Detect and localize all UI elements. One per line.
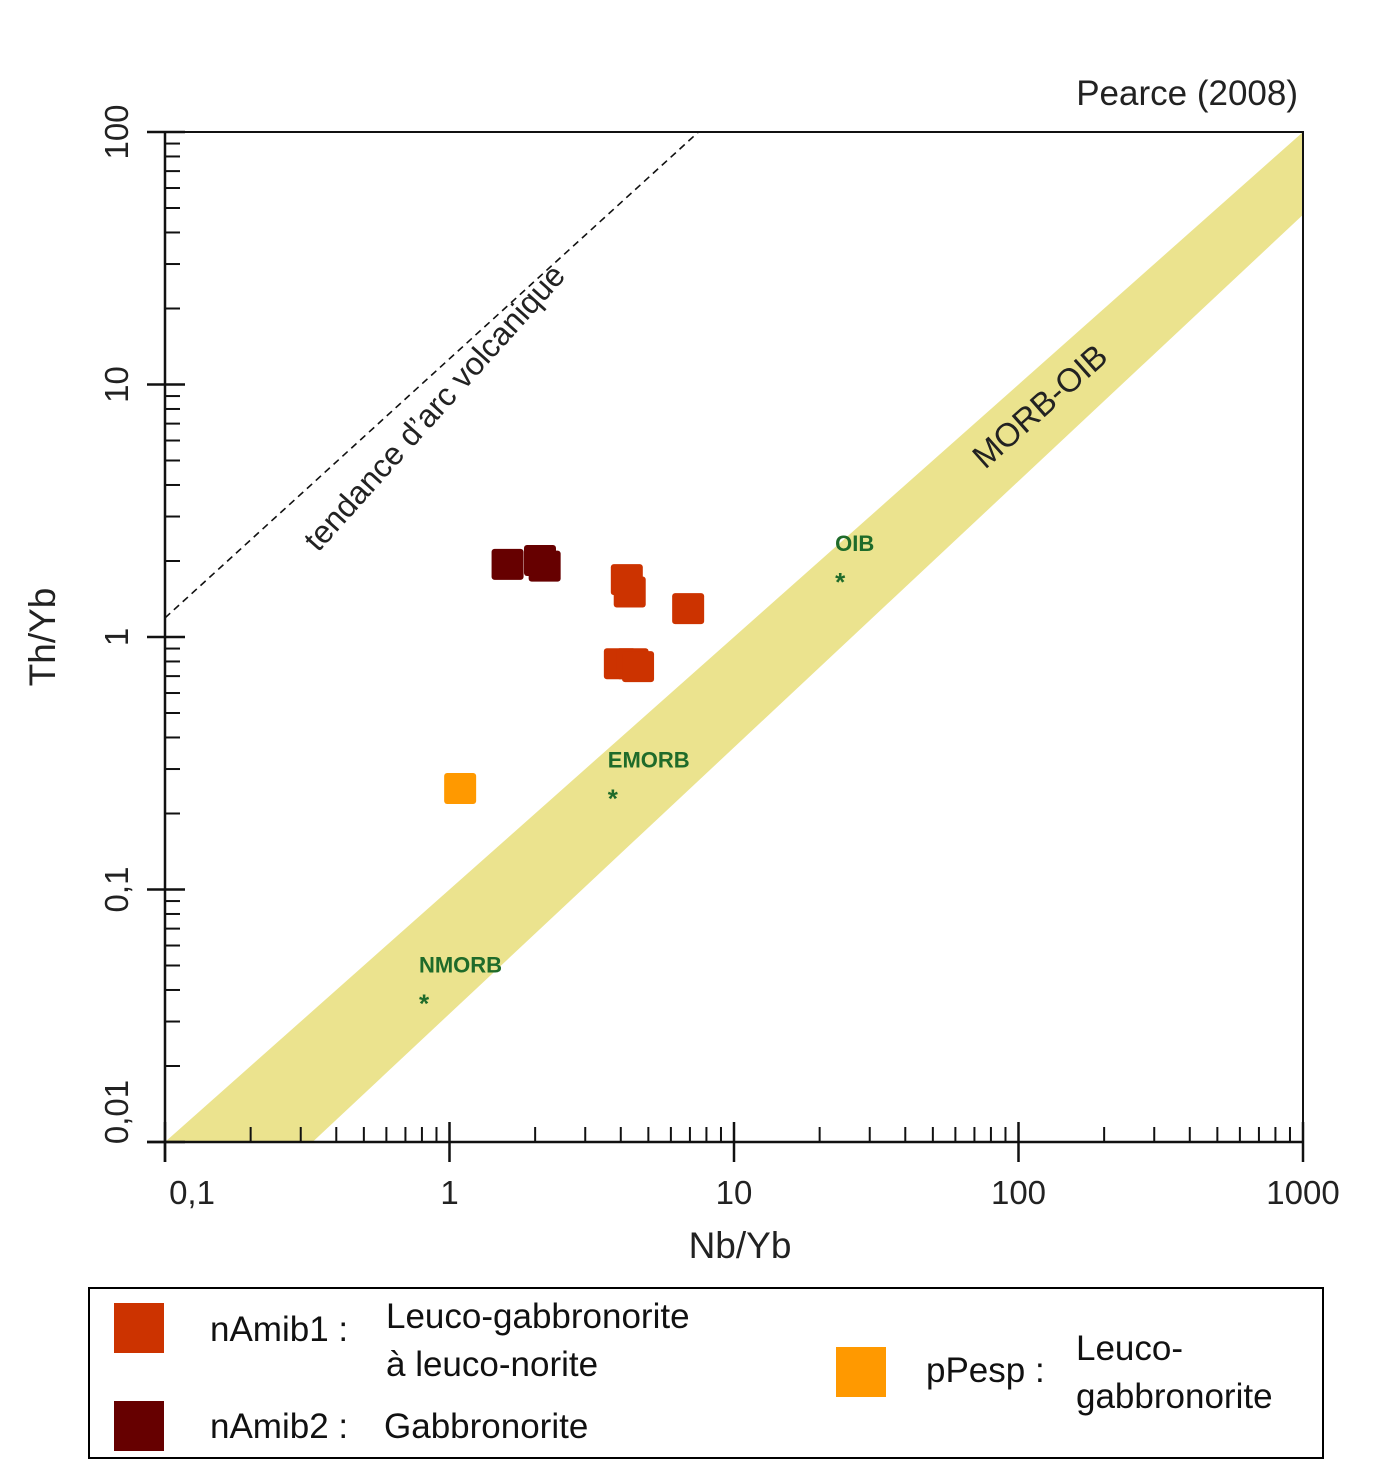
legend-code-ppesp: pPesp : (926, 1351, 1045, 1390)
legend-code-namib1: nAmib1 : (210, 1310, 349, 1349)
reference-label-emorb: EMORB (608, 747, 690, 772)
data-point-namib2 (528, 550, 561, 582)
data-point-namib1 (622, 651, 655, 683)
chart: * NMORB * EMORB * OIB 0,1 1 10 100 1000 0,01 0,1 1 10… (22, 74, 1340, 1266)
x-tick-label: 100 (991, 1174, 1046, 1211)
arc-trend-label: tendance d’arc volcanique (296, 257, 572, 557)
data-point-namib2 (491, 548, 524, 580)
x-axis-label: Nb/Yb (689, 1225, 792, 1266)
legend-desc-namib2: Gabbronorite (384, 1407, 589, 1446)
legend-desc-ppesp: Leuco-gabbronorite (1076, 1329, 1273, 1416)
y-tick-label: 10 (98, 366, 135, 403)
reference-marker-nmorb: * (419, 989, 430, 1019)
x-tick-label: 1 (440, 1174, 458, 1211)
y-axis-label: Th/Yb (22, 588, 63, 687)
morb-oib-band (165, 132, 1303, 1142)
reference-marker-oib: * (835, 567, 846, 597)
y-tick-label: 0,01 (98, 1080, 135, 1144)
source-note: Pearce (2008) (1076, 74, 1298, 113)
legend-code-namib2: nAmib2 : (210, 1407, 349, 1446)
legend: nAmib1 : Leuco-gabbronorite à leuco-norit… (88, 1287, 1324, 1459)
legend-swatch-namib2 (114, 1401, 164, 1451)
y-tick-label: 0,1 (98, 867, 135, 913)
legend-swatch-ppesp (836, 1347, 886, 1397)
data-point-namib1 (613, 576, 646, 608)
arc-trend-line (164, 131, 699, 619)
data-point-ppesp (444, 773, 477, 805)
data-point-namib1 (672, 593, 705, 625)
y-tick-label: 1 (98, 628, 135, 646)
reference-label-oib: OIB (835, 531, 874, 556)
reference-marker-emorb: * (608, 783, 619, 813)
reference-label-nmorb: NMORB (419, 953, 502, 978)
legend-desc-namib1: Leuco-gabbronorite à leuco-norite (386, 1297, 690, 1384)
x-tick-label: 0,1 (169, 1174, 215, 1211)
x-tick-label: 10 (716, 1174, 753, 1211)
legend-swatch-namib1 (114, 1303, 164, 1353)
x-tick-label: 1000 (1266, 1174, 1339, 1211)
y-tick-label: 100 (98, 104, 135, 159)
